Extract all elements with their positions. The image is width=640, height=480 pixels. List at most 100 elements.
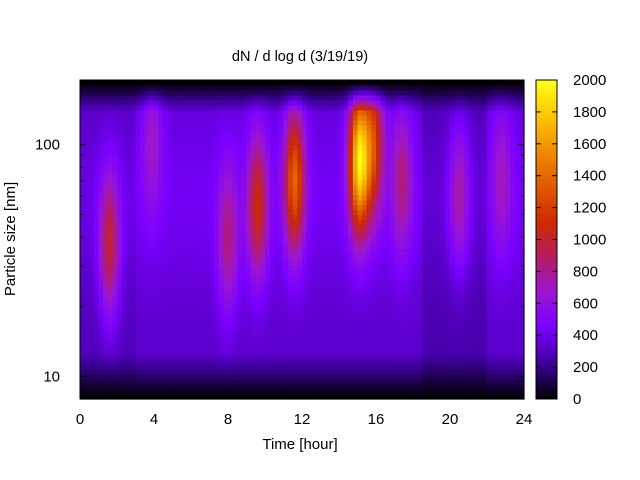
heatmap-cell	[362, 154, 368, 161]
heatmap-cell	[274, 199, 280, 206]
heatmap-cell	[121, 284, 127, 290]
heatmap-cell	[311, 234, 317, 241]
heatmap-cell	[265, 364, 271, 370]
heatmap-cell	[283, 314, 289, 320]
heatmap-cell	[288, 174, 294, 181]
heatmap-cell	[352, 294, 359, 300]
heatmap-cell	[200, 334, 206, 340]
heatmap-cell	[348, 119, 354, 126]
heatmap-cell	[343, 84, 349, 91]
heatmap-cell	[362, 304, 368, 310]
heatmap-cell	[80, 354, 86, 360]
heatmap-cell	[172, 394, 178, 400]
heatmap-cell	[214, 124, 220, 131]
heatmap-cell	[89, 119, 95, 126]
heatmap-cell	[376, 284, 382, 290]
heatmap-cell	[320, 169, 326, 176]
heatmap-cell	[241, 164, 248, 171]
heatmap-cell	[200, 294, 206, 300]
heatmap-cell	[191, 254, 197, 261]
heatmap-cell	[376, 339, 382, 345]
heatmap-cell	[306, 259, 312, 266]
heatmap-cell	[158, 359, 164, 365]
heatmap-cell	[158, 239, 164, 246]
heatmap-cell	[218, 169, 224, 176]
heatmap-cell	[436, 234, 442, 241]
heatmap-cell	[283, 189, 289, 196]
heatmap-cell	[130, 239, 137, 246]
heatmap-cell	[403, 164, 409, 171]
heatmap-cell	[352, 219, 359, 226]
heatmap-cell	[158, 349, 164, 355]
heatmap-cell	[399, 394, 405, 400]
heatmap-cell	[144, 324, 150, 330]
heatmap-cell	[431, 324, 437, 330]
heatmap-cell	[278, 80, 285, 86]
heatmap-cell	[343, 89, 349, 96]
heatmap-cell	[218, 144, 224, 151]
heatmap-cell	[426, 294, 433, 300]
heatmap-cell	[431, 299, 437, 305]
heatmap-cell	[172, 304, 178, 310]
heatmap-cell	[325, 389, 331, 395]
heatmap-cell	[172, 289, 178, 295]
heatmap-cell	[121, 314, 127, 320]
heatmap-cell	[195, 389, 201, 395]
heatmap-cell	[121, 89, 127, 96]
heatmap-cell	[283, 259, 289, 266]
heatmap-cell	[385, 384, 391, 390]
heatmap-cell	[343, 224, 349, 231]
heatmap-cell	[389, 104, 396, 111]
heatmap-cell	[186, 389, 192, 395]
heatmap-cell	[311, 139, 317, 146]
heatmap-cell	[288, 99, 294, 106]
heatmap-cell	[385, 184, 391, 191]
heatmap-cell	[297, 259, 303, 266]
heatmap-cell	[315, 319, 322, 325]
heatmap-cell	[436, 179, 442, 186]
heatmap-cell	[352, 99, 359, 106]
heatmap-cell	[251, 324, 257, 330]
heatmap-cell	[89, 389, 95, 395]
heatmap-cell	[283, 269, 289, 275]
heatmap-cell	[417, 169, 423, 176]
heatmap-cell	[403, 264, 409, 270]
heatmap-cell	[144, 169, 150, 176]
heatmap-cell	[352, 149, 359, 156]
heatmap-cell	[426, 364, 433, 370]
heatmap-cell	[107, 119, 113, 126]
heatmap-cell	[306, 354, 312, 360]
heatmap-cell	[218, 319, 224, 325]
heatmap-cell	[191, 329, 197, 335]
heatmap-cell	[246, 124, 252, 131]
heatmap-cell	[200, 309, 206, 315]
heatmap-cell	[223, 164, 229, 171]
heatmap-cell	[154, 299, 160, 305]
heatmap-cell	[389, 124, 396, 131]
heatmap-cell	[311, 199, 317, 206]
heatmap-cell	[195, 139, 201, 146]
heatmap-cell	[297, 84, 303, 91]
heatmap-cell	[218, 384, 224, 390]
heatmap-cell	[130, 394, 137, 400]
heatmap-cell	[431, 139, 437, 146]
heatmap-cell	[163, 269, 169, 275]
heatmap-cell	[339, 214, 345, 221]
heatmap-cell	[112, 264, 118, 270]
heatmap-cell	[274, 84, 280, 91]
heatmap-cell	[186, 174, 192, 181]
heatmap-cell	[320, 189, 326, 196]
heatmap-cell	[181, 394, 187, 400]
heatmap-cell	[380, 99, 386, 106]
heatmap-cell	[98, 389, 104, 395]
heatmap-cell	[408, 309, 414, 315]
heatmap-cell	[417, 299, 423, 305]
heatmap-cell	[135, 104, 141, 111]
heatmap-cell	[144, 384, 150, 390]
heatmap-cell	[163, 209, 169, 216]
heatmap-cell	[417, 324, 423, 330]
heatmap-cell	[251, 274, 257, 280]
heatmap-cell	[158, 254, 164, 261]
heatmap-cell	[246, 274, 252, 280]
heatmap-cell	[394, 189, 400, 196]
